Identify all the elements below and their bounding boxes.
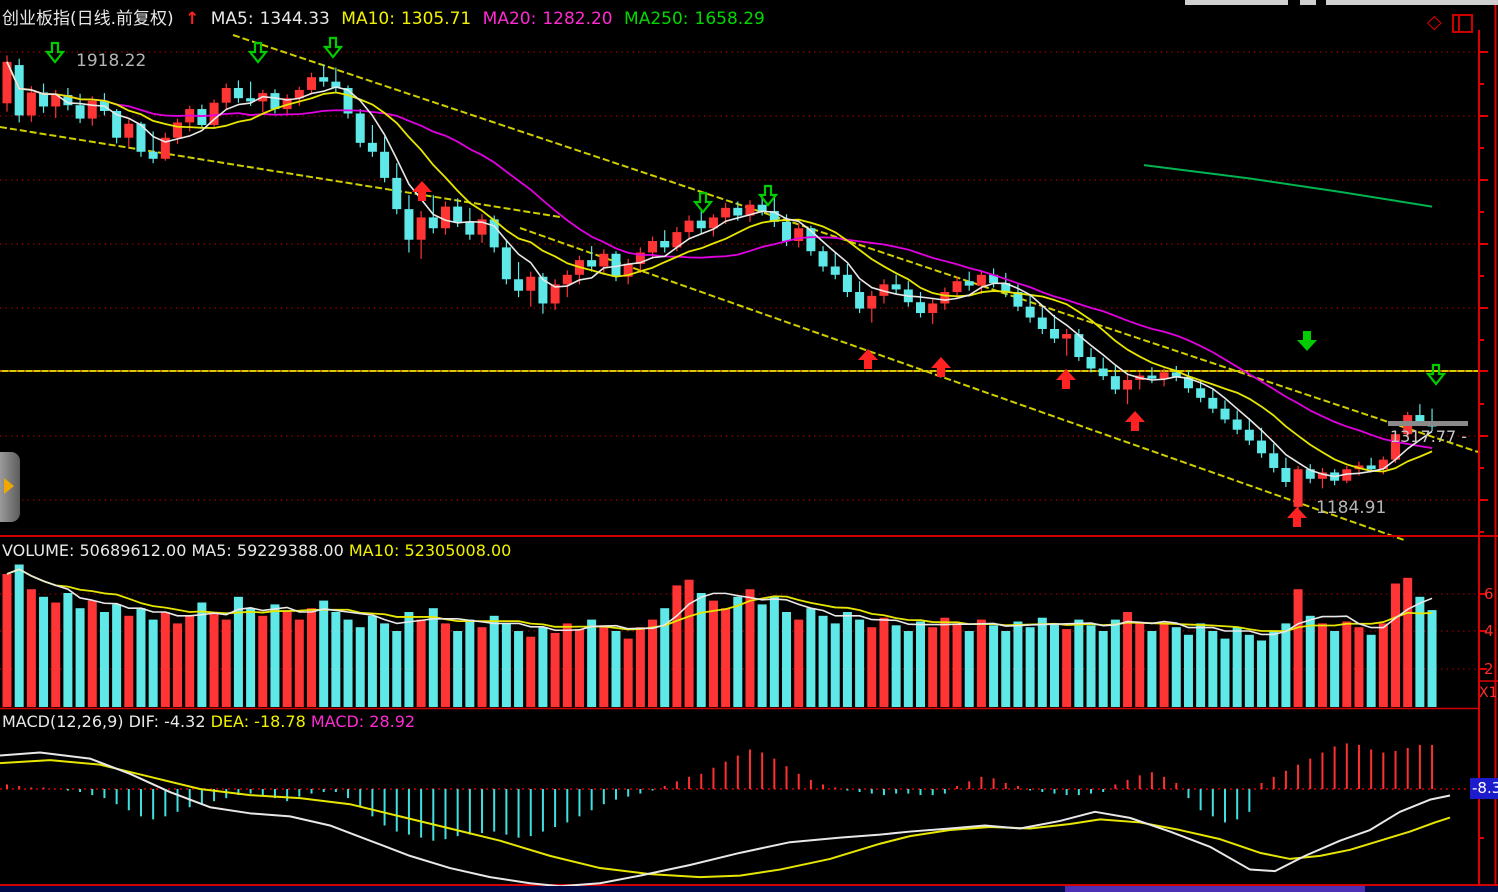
- volume-ma5-line: [6, 568, 1433, 636]
- dif-value: -4.32: [164, 712, 206, 731]
- volume-bars: [2, 564, 1437, 707]
- ma20-value: 1282.20: [542, 9, 613, 29]
- volume-ma10-line: [6, 568, 1433, 633]
- diamond-icon[interactable]: ◇: [1427, 11, 1442, 33]
- right-axis: [1478, 0, 1498, 886]
- main-gridlines: [0, 51, 1479, 501]
- window-divider: [1458, 16, 1460, 31]
- macd-histogram: [6, 743, 1434, 841]
- macd-value: 28.92: [369, 712, 416, 731]
- dea-label: DEA:: [210, 712, 250, 731]
- ma250-line: [1143, 164, 1433, 208]
- volume-unit-label: X10: [1479, 685, 1498, 701]
- volume-header: VOLUME: 50689612.00 MA5: 59229388.00 MA1…: [2, 541, 511, 560]
- dea-value: -18.78: [254, 712, 306, 731]
- dif-label: DIF:: [128, 712, 159, 731]
- volume-ma5-label: MA5:: [191, 541, 232, 560]
- macd-value-label: MACD:: [310, 712, 365, 731]
- volume-ma5-value: 59229388.00: [236, 541, 344, 560]
- dif-axis-tag: -8.3: [1470, 778, 1498, 799]
- expand-arrow-icon: [4, 478, 14, 494]
- sidebar-expand-tab[interactable]: [0, 452, 20, 522]
- volume-tick-2: 2: [1484, 660, 1494, 678]
- macd-dea-line: [0, 759, 1451, 879]
- trend-channel-lines: [0, 34, 1479, 541]
- volume-ma10-label: MA10:: [348, 541, 400, 560]
- high-price-label: 1918.22: [76, 51, 147, 71]
- candles-layer: [2, 55, 1437, 512]
- titlebar-sliver: [1185, 0, 1288, 5]
- ma250-value: 1658.29: [694, 9, 765, 29]
- current-price-label: 1317.77 -: [1390, 427, 1468, 446]
- ma20-label: MA20:: [482, 9, 537, 29]
- ma10-label: MA10:: [341, 9, 395, 29]
- macd-dif-line: [0, 751, 1451, 888]
- titlebar-sliver: [1326, 0, 1498, 5]
- ma20-line: [6, 61, 1433, 449]
- main-chart-header: 创业板指(日线.前复权) ↑ MA5: 1344.33 MA10: 1305.71 …: [2, 4, 771, 29]
- ma250-label: MA250:: [624, 9, 689, 29]
- volume-tick-4: 4: [1484, 622, 1494, 640]
- scroll-thumb[interactable]: [1065, 886, 1365, 892]
- titlebar-sliver: [1300, 0, 1316, 5]
- volume-tick-6: 6: [1484, 585, 1494, 603]
- volume-label: VOLUME:: [2, 541, 75, 560]
- current-price-bar: [1388, 421, 1468, 426]
- split-window-icon[interactable]: [1452, 14, 1473, 33]
- ma5-line: [6, 61, 1433, 478]
- macd-title: MACD(12,26,9): [2, 712, 124, 731]
- low-price-label: 1184.91: [1316, 498, 1387, 518]
- up-arrow-icon: ↑: [185, 9, 200, 29]
- ma10-line: [6, 61, 1433, 473]
- ma10-value: 1305.71: [400, 9, 472, 29]
- volume-value: 50689612.00: [79, 541, 187, 560]
- bottom-scroll-strip[interactable]: [0, 886, 1498, 892]
- volume-ma10-value: 52305008.00: [404, 541, 512, 560]
- ma5-label: MA5:: [210, 9, 254, 29]
- ma5-value: 1344.33: [259, 9, 330, 29]
- macd-header: MACD(12,26,9) DIF: -4.32 DEA: -18.78 MAC…: [2, 712, 415, 731]
- instrument-title: 创业板指(日线.前复权): [2, 9, 174, 29]
- signal-markers: [44, 36, 1447, 527]
